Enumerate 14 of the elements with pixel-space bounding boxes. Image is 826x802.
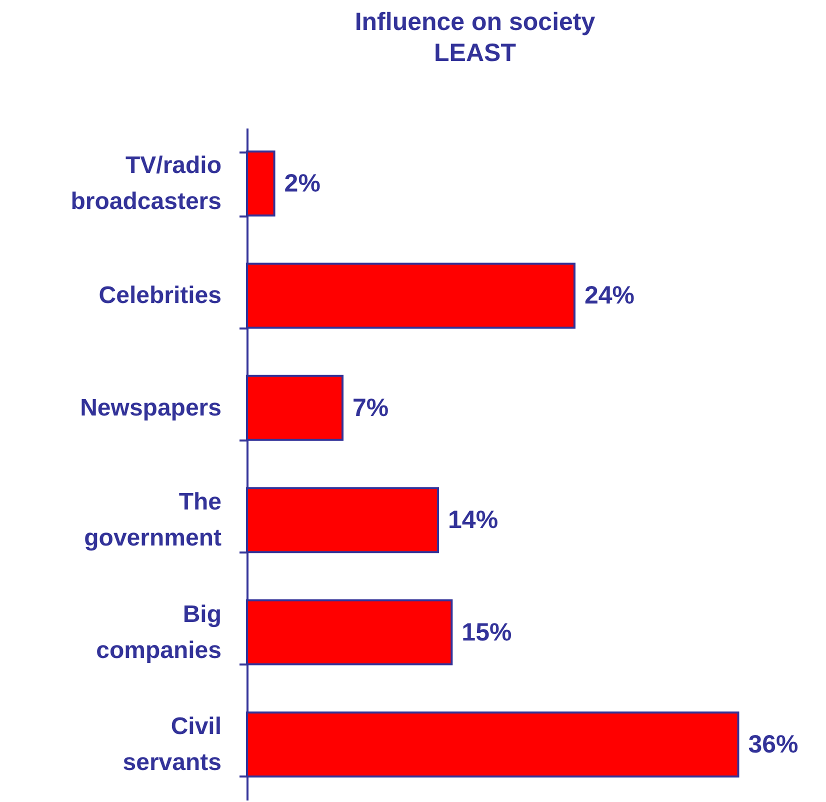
data-label: 2% xyxy=(284,170,320,198)
data-label: 24% xyxy=(584,282,635,310)
y-tick-label: Civil servants xyxy=(122,712,222,776)
y-tick-label: Big companies xyxy=(96,600,222,664)
data-label: 36% xyxy=(748,730,798,758)
y-tick-label: Celebrities xyxy=(98,282,222,310)
chart-title: Influence on society xyxy=(354,8,596,36)
chart-subtitle: LEAST xyxy=(434,39,516,67)
data-label: 14% xyxy=(448,506,498,534)
y-tick-label: Newspapers xyxy=(80,394,222,422)
data-label: 7% xyxy=(352,394,389,422)
y-tick-label: TV/radio broadcasters xyxy=(70,152,222,216)
data-label: 15% xyxy=(462,618,512,646)
y-tick-label: The government xyxy=(84,488,222,552)
